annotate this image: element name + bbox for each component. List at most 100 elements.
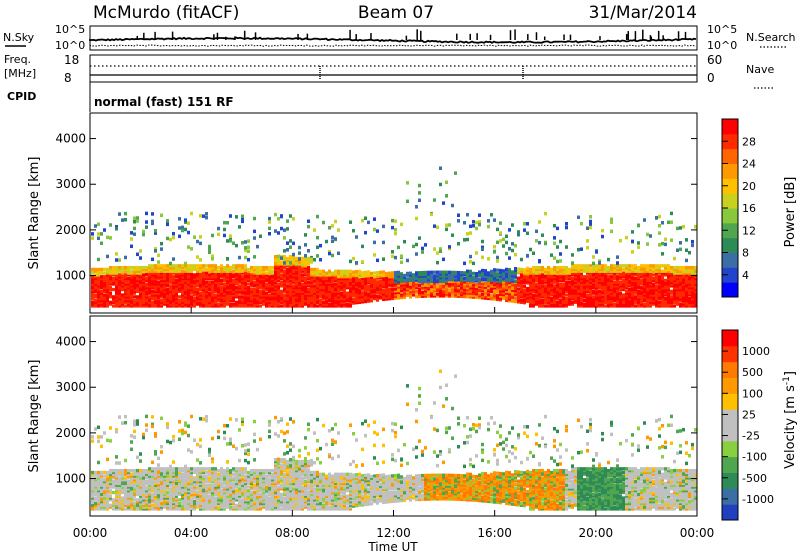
power-cell bbox=[265, 267, 268, 272]
power-cell bbox=[100, 284, 103, 288]
velocity-cell bbox=[97, 492, 100, 497]
power-cell bbox=[337, 293, 340, 297]
power-cell bbox=[301, 260, 304, 264]
power-cell bbox=[499, 279, 502, 284]
power-cell bbox=[598, 273, 601, 277]
power-cell bbox=[103, 302, 106, 306]
power-cell bbox=[283, 261, 286, 265]
power-cell bbox=[355, 297, 358, 301]
power-cell bbox=[499, 292, 502, 296]
power-cell bbox=[367, 288, 370, 292]
power-cell bbox=[409, 284, 412, 288]
power-cell bbox=[208, 269, 211, 273]
power-cell bbox=[133, 216, 136, 221]
power-cell bbox=[349, 302, 352, 306]
power-cell bbox=[652, 269, 655, 273]
power-cell bbox=[418, 236, 421, 240]
power-cell bbox=[181, 286, 184, 290]
power-cell bbox=[427, 294, 430, 298]
power-cell bbox=[115, 297, 118, 301]
power-cell bbox=[154, 278, 157, 283]
power-cell bbox=[253, 273, 256, 277]
power-cell bbox=[130, 244, 133, 249]
power-cell bbox=[361, 298, 364, 302]
power-cell bbox=[523, 290, 526, 294]
power-cell bbox=[109, 223, 112, 227]
power-cell bbox=[496, 259, 499, 263]
power-cell bbox=[526, 266, 529, 271]
power-cell bbox=[205, 302, 208, 306]
power-cell bbox=[283, 286, 286, 290]
power-cell bbox=[685, 289, 688, 294]
power-cell bbox=[547, 298, 550, 303]
power-cell bbox=[145, 302, 148, 306]
power-cell bbox=[247, 257, 250, 262]
power-cell bbox=[592, 280, 595, 284]
power-cell bbox=[475, 295, 478, 300]
power-cell bbox=[526, 222, 529, 226]
power-cell bbox=[571, 264, 574, 268]
power-cell bbox=[175, 304, 178, 308]
power-cell bbox=[346, 271, 349, 275]
power-cell bbox=[481, 294, 484, 298]
velocity-cell bbox=[154, 501, 157, 506]
power-cell bbox=[226, 221, 229, 225]
velocity-cell bbox=[151, 481, 154, 486]
power-cell bbox=[211, 291, 214, 295]
velocity-cell bbox=[157, 496, 160, 500]
power-cell bbox=[391, 278, 394, 282]
power-cell bbox=[136, 271, 139, 275]
power-cell bbox=[310, 282, 313, 286]
power-cell bbox=[409, 277, 412, 281]
power-cell bbox=[322, 280, 325, 284]
power-cell bbox=[229, 271, 232, 275]
power-cell bbox=[658, 300, 661, 304]
power-cell bbox=[337, 228, 340, 232]
power-cell bbox=[109, 295, 112, 299]
power-cell bbox=[142, 302, 145, 306]
power-cell bbox=[550, 282, 553, 286]
power-cell bbox=[295, 258, 298, 262]
power-cell bbox=[676, 297, 679, 301]
power-cell bbox=[496, 295, 499, 300]
velocity-cell bbox=[112, 479, 115, 484]
power-cell bbox=[361, 294, 364, 299]
power-cell bbox=[322, 293, 325, 297]
power-cell bbox=[178, 276, 181, 281]
velocity-cell bbox=[160, 487, 163, 491]
power-cell bbox=[154, 284, 157, 288]
power-cell bbox=[316, 297, 319, 301]
power-cell bbox=[655, 267, 658, 272]
velocity-cell bbox=[160, 470, 163, 475]
power-cell bbox=[220, 300, 223, 304]
power-cell bbox=[430, 274, 433, 278]
power-cell bbox=[310, 267, 313, 272]
power-cell bbox=[358, 271, 361, 275]
power-cell bbox=[136, 297, 139, 301]
power-cell bbox=[154, 291, 157, 295]
power-cell bbox=[289, 282, 292, 286]
power-cell bbox=[679, 275, 682, 279]
power-cell bbox=[103, 289, 106, 294]
power-cell bbox=[610, 276, 613, 281]
power-cell bbox=[556, 267, 559, 272]
power-cell bbox=[520, 275, 523, 279]
power-cell bbox=[328, 280, 331, 284]
power-cell bbox=[529, 247, 532, 252]
power-cell bbox=[679, 278, 682, 283]
power-cell bbox=[619, 273, 622, 277]
power-cell bbox=[595, 287, 598, 292]
power-cell bbox=[373, 253, 376, 257]
velocity-cell bbox=[148, 503, 151, 507]
power-cell bbox=[280, 293, 283, 297]
power-cell bbox=[94, 275, 97, 279]
power-cell bbox=[154, 293, 157, 297]
power-cell bbox=[622, 267, 625, 272]
power-cell bbox=[550, 271, 553, 275]
velocity-cell bbox=[97, 474, 100, 478]
power-cell bbox=[379, 296, 382, 300]
power-cell bbox=[670, 298, 673, 303]
power-cell bbox=[127, 267, 130, 272]
power-cell bbox=[109, 282, 112, 286]
power-cell bbox=[280, 280, 283, 284]
